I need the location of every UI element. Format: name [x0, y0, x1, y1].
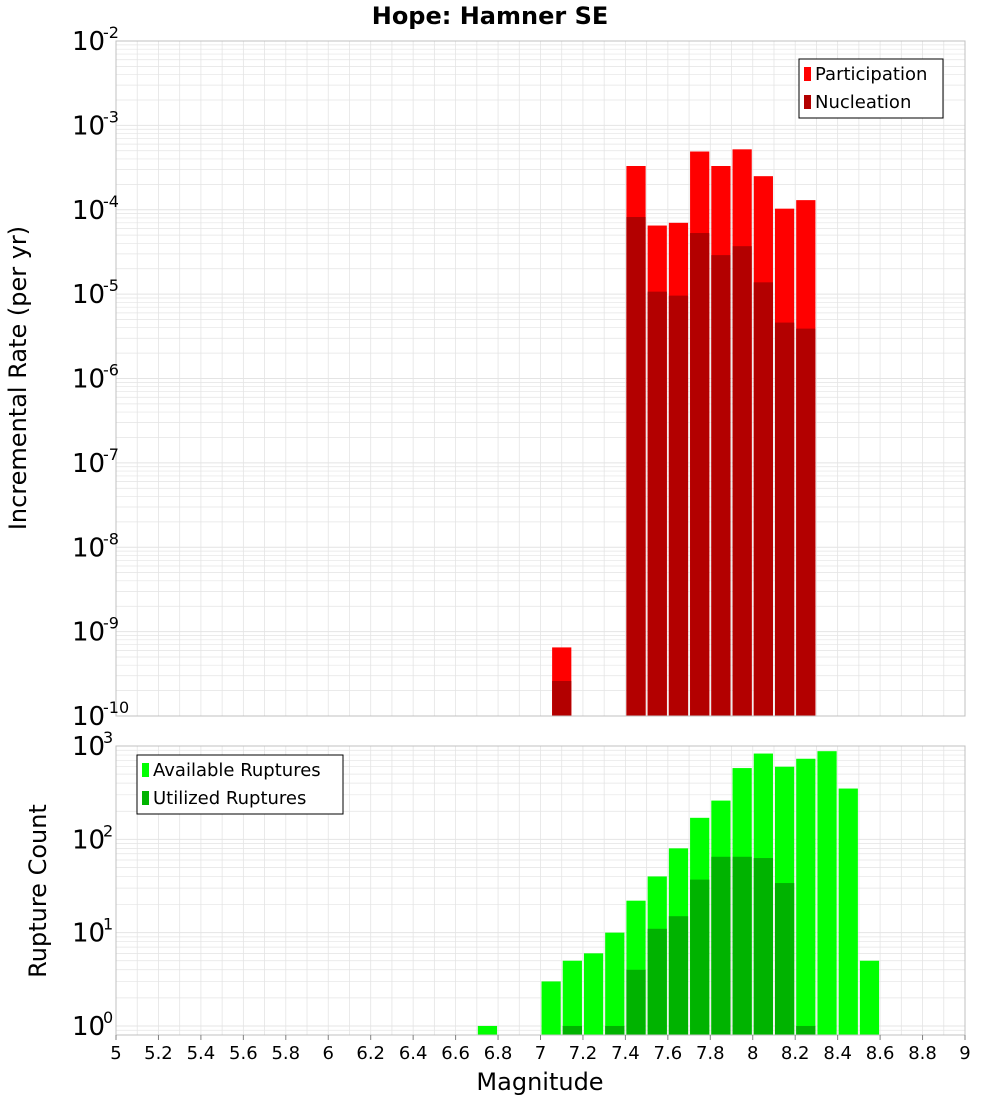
legend-swatch [142, 791, 149, 805]
legend-box [798, 58, 944, 119]
x-tick-label: 8.2 [781, 1043, 810, 1064]
x-tick-label: 5.6 [229, 1043, 258, 1064]
x-tick-label: 6.2 [356, 1043, 385, 1064]
bar-available-ruptures [859, 960, 880, 1035]
bar-utilized-ruptures [711, 856, 731, 1035]
y-tick-label: 10 [72, 919, 105, 949]
bar-nucleation [753, 282, 773, 716]
bar-nucleation [647, 291, 667, 716]
x-tick-label: 6.4 [399, 1043, 428, 1064]
bar-available-ruptures [605, 932, 625, 1035]
bar-nucleation [626, 217, 646, 716]
top-y-axis-label: Incremental Rate (per yr) [4, 226, 32, 530]
x-tick-label: 9 [959, 1043, 970, 1064]
bar-utilized-ruptures [626, 969, 646, 1035]
legend-box [136, 754, 344, 815]
legend-label: Participation [815, 64, 927, 85]
bar-available-ruptures [838, 788, 858, 1035]
y-tick-label: -2 [103, 23, 119, 42]
bar-nucleation [711, 255, 731, 716]
legend-swatch [804, 67, 811, 81]
y-tick-label: -6 [103, 361, 119, 380]
x-tick-label: 6 [323, 1043, 334, 1064]
bar-utilized-ruptures [732, 856, 752, 1035]
bar-available-ruptures [562, 960, 582, 1035]
y-tick-label: 10 [72, 196, 105, 226]
x-tick-label: 7.8 [696, 1043, 725, 1064]
chart-title: Hope: Hamner SE [372, 2, 609, 30]
legend-swatch [804, 95, 811, 109]
x-tick-label: 8.8 [908, 1043, 937, 1064]
y-tick-label: 10 [72, 618, 105, 648]
bar-nucleation [690, 233, 710, 716]
bar-utilized-ruptures [605, 1025, 625, 1035]
bottom-y-axis-label: Rupture Count [24, 804, 52, 978]
legend-label: Utilized Ruptures [153, 788, 306, 809]
plot-frame [115, 40, 966, 717]
x-tick-label: 8.4 [823, 1043, 852, 1064]
y-tick-label: 1 [103, 915, 113, 934]
x-tick-label: 7.2 [569, 1043, 598, 1064]
y-tick-label: 0 [103, 1008, 113, 1027]
bar-utilized-ruptures [690, 879, 710, 1035]
x-tick-label: 6.6 [441, 1043, 470, 1064]
legend: Available Ruptures Utilized Ruptures [136, 754, 344, 815]
bar-nucleation [552, 680, 572, 716]
bar-available-ruptures [583, 953, 604, 1035]
y-tick-label: 10 [72, 365, 105, 395]
bar-utilized-ruptures [562, 1025, 582, 1035]
y-tick-label: 10 [72, 449, 105, 479]
y-tick-label: -8 [103, 529, 119, 548]
y-tick-label: 10 [72, 732, 105, 762]
y-tick-label: -4 [103, 192, 119, 211]
bar-nucleation [668, 295, 689, 716]
x-tick-label: 5 [110, 1043, 121, 1064]
y-tick-label: -9 [103, 614, 119, 633]
y-tick-label: 10 [72, 825, 105, 855]
x-tick-label: 5.2 [144, 1043, 173, 1064]
y-tick-label: 10 [72, 280, 105, 310]
legend: Participation Nucleation [798, 58, 944, 119]
legend-label: Available Ruptures [153, 760, 321, 781]
bar-available-ruptures [817, 751, 837, 1035]
x-tick-label: 7.4 [611, 1043, 640, 1064]
y-tick-label: -5 [103, 276, 119, 295]
x-tick-label: 5.4 [187, 1043, 216, 1064]
bar-utilized-ruptures [753, 858, 773, 1035]
x-tick-label: 7.6 [654, 1043, 683, 1064]
bar-utilized-ruptures [774, 883, 795, 1035]
bar-nucleation [732, 246, 752, 716]
x-axis-label: Magnitude [476, 1068, 603, 1096]
bar-nucleation [774, 322, 795, 716]
legend-swatch [142, 763, 149, 777]
bar-utilized-ruptures [647, 928, 667, 1035]
y-tick-label: 10 [72, 702, 105, 732]
bar-available-ruptures [477, 1025, 498, 1035]
y-tick-label: 10 [72, 533, 105, 563]
y-tick-label: 10 [72, 1012, 105, 1042]
bar-available-ruptures [541, 981, 561, 1035]
x-tick-label: 8 [747, 1043, 758, 1064]
y-tick-label: 3 [103, 728, 113, 747]
bar-nucleation [796, 328, 816, 716]
x-tick-label: 5.8 [271, 1043, 300, 1064]
x-tick-label: 6.8 [484, 1043, 513, 1064]
x-tick-label: 7 [535, 1043, 546, 1064]
y-tick-label: -7 [103, 445, 119, 464]
bar-utilized-ruptures [796, 1025, 816, 1035]
x-tick-label: 8.6 [866, 1043, 895, 1064]
y-tick-label: 2 [103, 821, 113, 840]
y-tick-label: 10 [72, 27, 105, 57]
bar-utilized-ruptures [668, 916, 689, 1035]
y-tick-label: -3 [103, 107, 119, 126]
y-tick-label: 10 [72, 111, 105, 141]
bar-available-ruptures [796, 758, 816, 1035]
legend-label: Nucleation [815, 92, 911, 113]
y-tick-label: -10 [103, 698, 129, 717]
top-plot-panel: 10-1010-910-810-710-610-510-410-310-2Par… [72, 23, 966, 732]
